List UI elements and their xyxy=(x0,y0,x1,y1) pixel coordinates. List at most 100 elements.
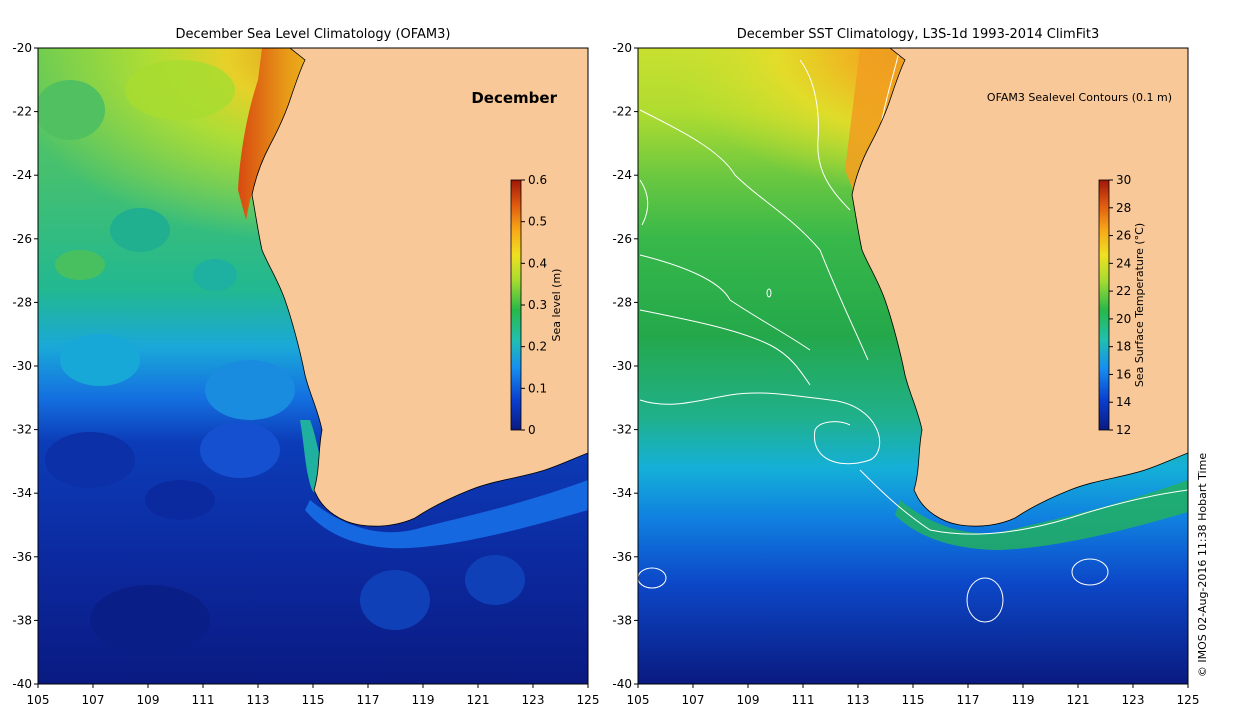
sea-level-south-coastal xyxy=(305,480,588,549)
right-map-plot xyxy=(638,48,1188,684)
contour-line xyxy=(639,392,880,465)
right-map-title: December SST Climatology, L3S-1d 1993-20… xyxy=(737,27,1099,42)
left-lon-axis: 105 107 109 111 113 115 117 119 121 123 125 xyxy=(27,684,600,707)
lat-tick-label: -36 xyxy=(612,550,632,564)
lat-tick-label: -34 xyxy=(612,486,632,500)
lon-tick-label: 107 xyxy=(682,693,705,707)
sea-level-contours xyxy=(638,48,1188,623)
landmass xyxy=(251,48,588,527)
colorbar-tick-label: 0 xyxy=(528,423,536,437)
sst-colorbar-ramp xyxy=(1098,179,1110,431)
lon-tick-label: 121 xyxy=(467,693,490,707)
lon-tick-label: 105 xyxy=(627,693,650,707)
sst-south-coastal xyxy=(895,480,1188,550)
lat-tick-label: -40 xyxy=(12,677,32,691)
lon-tick-label: 115 xyxy=(302,693,325,707)
lon-tick-label: 113 xyxy=(847,693,870,707)
lat-tick-label: -20 xyxy=(12,41,32,55)
sea-level-coastal-warm xyxy=(238,48,336,220)
lat-tick-label: -28 xyxy=(12,295,32,309)
colorbar-tick-label: 24 xyxy=(1116,256,1131,270)
colorbar-tick-label: 0.2 xyxy=(528,340,547,354)
right-lat-axis: -20 -22 -24 -26 -28 -30 -32 -34 -36 -38 -40 xyxy=(612,41,638,691)
lon-tick-label: 111 xyxy=(192,693,215,707)
lon-tick-label: 109 xyxy=(137,693,160,707)
contour-eddy xyxy=(638,567,667,589)
contour-line xyxy=(639,109,869,361)
lat-tick-label: -38 xyxy=(612,613,632,627)
contour-line xyxy=(799,59,851,211)
colorbar-tick-label: 22 xyxy=(1116,284,1131,298)
left-lat-axis: -20 -22 -24 -26 -28 -30 -32 -34 -36 -38 -40 xyxy=(12,41,38,691)
contour-legend: OFAM3 Sealevel Contours (0.1 m) xyxy=(987,91,1172,104)
lon-tick-label: 117 xyxy=(957,693,980,707)
lon-tick-label: 119 xyxy=(1012,693,1035,707)
colorbar-tick-label: 0.5 xyxy=(528,215,547,229)
lon-tick-label: 107 xyxy=(82,693,105,707)
lon-tick-label: 109 xyxy=(737,693,760,707)
lat-tick-label: -20 xyxy=(612,41,632,55)
lat-tick-label: -26 xyxy=(612,232,632,246)
colorbar-tick-label: 28 xyxy=(1116,201,1131,215)
right-map-panel: December SST Climatology, L3S-1d 1993-20… xyxy=(612,27,1199,707)
imos-credit: © IMOS 02-Aug-2016 11:38 Hobart Time xyxy=(1196,453,1209,677)
contour-line xyxy=(859,469,1188,535)
lon-tick-label: 117 xyxy=(357,693,380,707)
contour-eddy xyxy=(766,288,772,298)
lat-tick-label: -30 xyxy=(612,359,632,373)
lat-tick-label: -28 xyxy=(612,295,632,309)
colorbar-tick-label: 0.1 xyxy=(528,381,547,395)
colorbar-tick-label: 26 xyxy=(1116,229,1131,243)
right-lon-axis: 105 107 109 111 113 115 117 119 121 123 125 xyxy=(627,684,1200,707)
lat-tick-label: -38 xyxy=(12,613,32,627)
sst-colorbar: 12 14 16 18 20 22 24 26 28 30 Sea Surface Tempera… xyxy=(1098,173,1146,437)
month-label: December xyxy=(471,89,557,107)
colorbar-tick-label: 0.4 xyxy=(528,256,547,270)
colorbar-tick-label: 0.6 xyxy=(528,173,547,187)
sea-level-colorbar-label: Sea level (m) xyxy=(550,269,563,342)
sea-level-colorbar-ramp xyxy=(510,179,522,431)
contour-eddy xyxy=(1071,558,1109,586)
left-map-title: December Sea Level Climatology (OFAM3) xyxy=(175,27,450,42)
lat-tick-label: -22 xyxy=(612,105,632,119)
lat-tick-label: -32 xyxy=(12,423,32,437)
colorbar-tick-label: 16 xyxy=(1116,367,1131,381)
lat-tick-label: -24 xyxy=(612,168,632,182)
contour-line xyxy=(639,179,649,226)
sea-level-colorbar: 0 0.1 0.2 0.3 0.4 0.5 0.6 Sea level (m) xyxy=(510,173,563,437)
sea-level-eddies xyxy=(38,60,525,655)
colorbar-tick-label: 14 xyxy=(1116,395,1131,409)
sst-colorbar-ticks: 12 14 16 18 20 22 24 26 28 30 xyxy=(1109,173,1131,437)
sst-colorbar-label: Sea Surface Temperature (°C) xyxy=(1133,223,1146,387)
colorbar-tick-label: 20 xyxy=(1116,312,1131,326)
colorbar-tick-label: 0.3 xyxy=(528,298,547,312)
sea-level-colorbar-ticks: 0 0.1 0.2 0.3 0.4 0.5 0.6 xyxy=(521,173,547,437)
colorbar-tick-label: 12 xyxy=(1116,423,1131,437)
lon-tick-label: 115 xyxy=(902,693,925,707)
lon-tick-label: 123 xyxy=(522,693,545,707)
lat-tick-label: -30 xyxy=(12,359,32,373)
lon-tick-label: 113 xyxy=(247,693,270,707)
lon-tick-label: 125 xyxy=(577,693,600,707)
lat-tick-label: -32 xyxy=(612,423,632,437)
lat-tick-label: -34 xyxy=(12,486,32,500)
lon-tick-label: 125 xyxy=(1177,693,1200,707)
lat-tick-label: -36 xyxy=(12,550,32,564)
lon-tick-label: 111 xyxy=(792,693,815,707)
lon-tick-label: 121 xyxy=(1067,693,1090,707)
contour-line xyxy=(639,309,811,386)
lon-tick-label: 123 xyxy=(1122,693,1145,707)
contour-line xyxy=(639,254,811,351)
lat-tick-label: -24 xyxy=(12,168,32,182)
left-map-panel: December Sea Level Climatology (OFAM3) xyxy=(12,27,599,707)
left-map-plot xyxy=(38,48,588,684)
sst-coastal-warm xyxy=(845,48,950,195)
colorbar-tick-label: 30 xyxy=(1116,173,1131,187)
colorbar-tick-label: 18 xyxy=(1116,340,1131,354)
lat-tick-label: -22 xyxy=(12,105,32,119)
lat-tick-label: -26 xyxy=(12,232,32,246)
lon-tick-label: 119 xyxy=(412,693,435,707)
lon-tick-label: 105 xyxy=(27,693,50,707)
lat-tick-label: -40 xyxy=(612,677,632,691)
